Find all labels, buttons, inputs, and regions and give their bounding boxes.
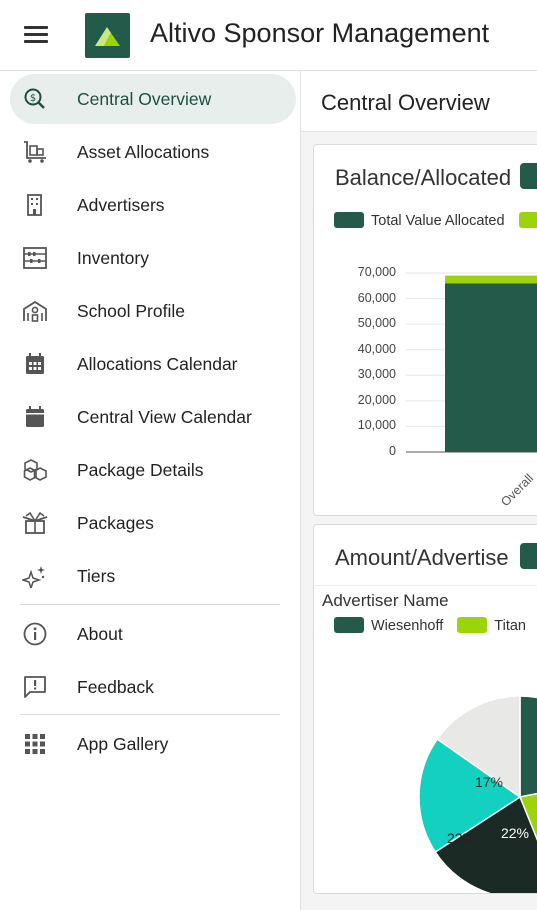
pie-slice[interactable]: [436, 695, 521, 799]
bar[interactable]: [445, 275, 537, 284]
pie-data-label: 22%: [447, 830, 475, 846]
chart-legend: Wiesenhoff Titan: [334, 617, 537, 634]
svg-text:$: $: [30, 93, 36, 104]
calendar-grid-icon: [22, 352, 48, 376]
sidebar-item-label: School Profile: [77, 301, 185, 321]
legend-swatch: [334, 212, 364, 228]
sidebar-item-package-details[interactable]: Package Details: [10, 445, 296, 495]
y-tick-label: 20,000: [357, 392, 396, 407]
y-tick-label: 30,000: [357, 367, 396, 382]
card-separator: [314, 585, 537, 586]
legend-item[interactable]: Titan: [457, 617, 526, 634]
page-header: Central Overview: [301, 71, 537, 132]
app-logo[interactable]: [85, 13, 130, 58]
legend-item[interactable]: Wiesenhoff: [334, 617, 444, 634]
y-tick-label: 10,000: [357, 418, 396, 433]
chart-legend: Total Value Allocated: [334, 212, 537, 229]
sidebar-item-label: Central Overview: [77, 89, 212, 109]
sidebar-item-allocations-calendar[interactable]: Allocations Calendar: [10, 339, 296, 389]
pie-slice[interactable]: [519, 695, 537, 798]
card-menu-button[interactable]: [520, 543, 537, 569]
y-tick-label: 40,000: [357, 341, 396, 356]
sidebar-item-label: Inventory: [77, 248, 149, 268]
legend-item[interactable]: Total Value Allocated: [334, 212, 505, 229]
calendar-icon: [22, 405, 48, 429]
legend-title: Advertiser Name: [322, 591, 449, 610]
x-tick-label: Overall: [498, 471, 536, 509]
chart-title: Amount/Advertise: [335, 545, 509, 570]
legend-label: Total Value Allocated: [371, 213, 505, 229]
sidebar-item-label: Package Details: [77, 460, 204, 480]
page-title: Central Overview: [321, 90, 490, 115]
grid-icon: [22, 732, 48, 756]
school-icon: [22, 299, 48, 323]
sidebar-item-label: Advertisers: [77, 195, 165, 215]
sidebar-item-label: Asset Allocations: [77, 142, 210, 162]
abacus-icon: [22, 246, 48, 270]
sidebar-item-school-profile[interactable]: School Profile: [10, 286, 296, 336]
sidebar-item-advertisers[interactable]: Advertisers: [10, 180, 296, 230]
legend-item[interactable]: [518, 212, 537, 229]
sidebar-divider: [20, 714, 280, 715]
amount-advertiser-card: Amount/Advertise Advertiser Name Wiesenh…: [313, 524, 537, 894]
main-content: Central Overview Balance/Allocated Total…: [301, 71, 537, 910]
pie-data-label: 22%: [501, 825, 529, 841]
balance-allocated-card: Balance/Allocated Total Value Allocated …: [313, 144, 537, 516]
hamburger-menu-icon[interactable]: [24, 26, 48, 44]
sidebar-item-label: Packages: [77, 513, 154, 533]
legend-swatch: [518, 212, 537, 228]
app-title: Altivo Sponsor Management: [150, 18, 490, 48]
sidebar-item-label: App Gallery: [77, 734, 169, 754]
pallet-jack-icon: [22, 140, 48, 164]
legend-label: Wiesenhoff: [371, 618, 444, 634]
sidebar-item-label: Tiers: [77, 566, 116, 586]
sidebar-item-about[interactable]: About: [10, 609, 296, 659]
sidebar-item-central-overview[interactable]: $ Central Overview: [10, 74, 296, 124]
pie-slice[interactable]: [418, 738, 522, 854]
sidebar-item-central-view-calendar[interactable]: Central View Calendar: [10, 392, 296, 442]
pie-slice[interactable]: [434, 795, 537, 893]
pie-chart: 2222%22%17%: [418, 695, 537, 893]
sidebar-item-label: Allocations Calendar: [77, 354, 238, 374]
sidebar-item-asset-allocations[interactable]: Asset Allocations: [10, 127, 296, 177]
sidebar-item-label: Central View Calendar: [77, 407, 252, 427]
search-dollar-icon: $: [22, 87, 48, 111]
pie-data-label: 17%: [475, 774, 503, 790]
sidebar: $ Central Overview Asset Allocations Adv…: [0, 71, 301, 910]
bar[interactable]: [445, 283, 537, 452]
sidebar-item-packages[interactable]: Packages: [10, 498, 296, 548]
sparkles-icon: [20, 564, 48, 591]
legend-label: Titan: [494, 618, 526, 634]
y-tick-label: 50,000: [357, 316, 396, 331]
building-icon: [22, 193, 48, 217]
sidebar-item-app-gallery[interactable]: App Gallery: [10, 719, 296, 769]
y-tick-label: 0: [389, 444, 396, 458]
top-bar: Altivo Sponsor Management: [0, 0, 537, 71]
sidebar-item-tiers[interactable]: Tiers: [10, 551, 296, 601]
info-icon: [22, 622, 48, 646]
legend-swatch: [334, 617, 364, 633]
boxes-icon: [22, 458, 48, 482]
sidebar-item-label: About: [77, 624, 123, 644]
chart-title: Balance/Allocated: [335, 165, 512, 190]
legend-swatch: [457, 617, 488, 633]
sidebar-item-inventory[interactable]: Inventory: [10, 233, 296, 283]
feedback-icon: [22, 675, 48, 699]
card-menu-button[interactable]: [520, 163, 537, 189]
gift-box-icon: [22, 511, 48, 535]
sidebar-item-feedback[interactable]: Feedback: [10, 662, 296, 712]
sidebar-divider: [20, 604, 280, 605]
sidebar-item-label: Feedback: [77, 677, 154, 697]
y-tick-label: 60,000: [357, 290, 396, 305]
y-tick-label: 70,000: [357, 265, 396, 279]
bar-chart: Overall: [406, 272, 537, 509]
